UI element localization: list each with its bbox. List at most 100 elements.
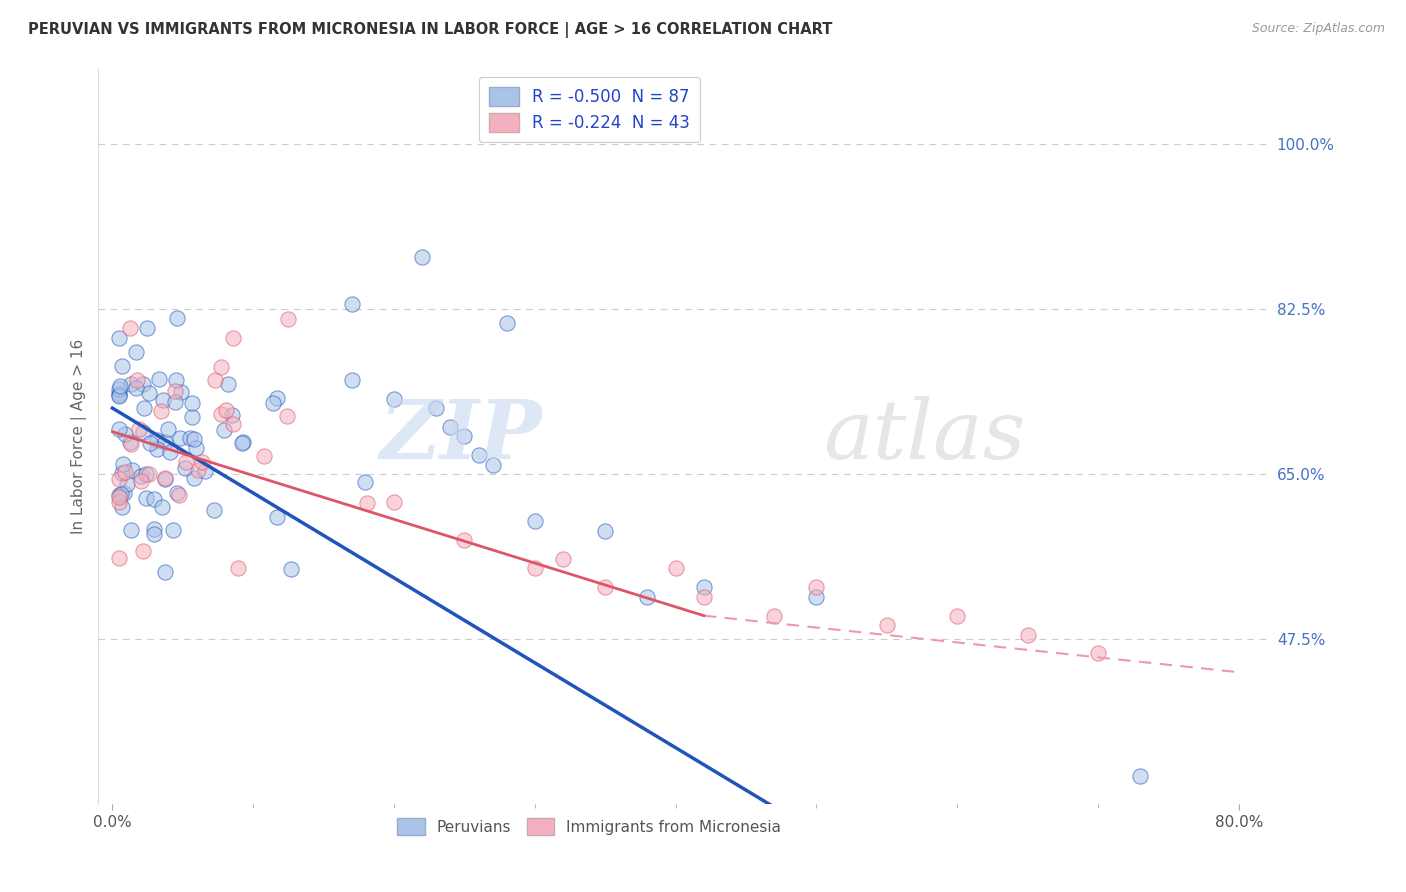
Text: PERUVIAN VS IMMIGRANTS FROM MICRONESIA IN LABOR FORCE | AGE > 16 CORRELATION CHA: PERUVIAN VS IMMIGRANTS FROM MICRONESIA I… [28, 22, 832, 38]
Point [166, 311, 188, 326]
Point [228, 561, 250, 575]
Point [1087, 646, 1109, 660]
Point [150, 404, 173, 418]
Point [108, 488, 131, 502]
Point [876, 618, 898, 632]
Point [138, 386, 160, 401]
Point [209, 359, 232, 374]
Point [150, 500, 173, 515]
Point [665, 561, 688, 575]
Point [146, 433, 169, 447]
Point [165, 384, 187, 399]
Point [204, 374, 226, 388]
Point [266, 509, 288, 524]
Point [593, 580, 616, 594]
Point [179, 431, 201, 445]
Point [551, 552, 574, 566]
Point [157, 421, 180, 435]
Point [162, 523, 184, 537]
Point [108, 551, 131, 566]
Point [194, 464, 217, 478]
Point [1129, 769, 1152, 783]
Point [183, 433, 205, 447]
Point [276, 409, 298, 424]
Point [129, 474, 152, 488]
Point [382, 392, 405, 406]
Point [108, 472, 131, 486]
Point [340, 297, 363, 311]
Point [252, 450, 274, 464]
Point [1017, 627, 1039, 641]
Point [108, 389, 131, 403]
Point [142, 491, 165, 506]
Point [183, 471, 205, 485]
Point [763, 608, 786, 623]
Point [593, 524, 616, 538]
Point [467, 448, 489, 462]
Point [114, 427, 136, 442]
Point [148, 372, 170, 386]
Point [280, 561, 302, 575]
Point [131, 544, 153, 558]
Point [152, 393, 174, 408]
Point [112, 486, 135, 500]
Point [806, 580, 828, 594]
Point [142, 522, 165, 536]
Point [125, 344, 148, 359]
Point [132, 401, 155, 415]
Text: Source: ZipAtlas.com: Source: ZipAtlas.com [1251, 22, 1385, 36]
Point [139, 436, 162, 450]
Point [222, 417, 245, 431]
Point [356, 496, 378, 510]
Point [180, 396, 202, 410]
Point [523, 514, 546, 528]
Point [187, 463, 209, 477]
Point [108, 422, 131, 436]
Point [262, 396, 284, 410]
Point [108, 494, 131, 508]
Point [221, 409, 243, 423]
Point [806, 590, 828, 604]
Point [169, 385, 191, 400]
Point [165, 373, 187, 387]
Y-axis label: In Labor Force | Age > 16: In Labor Force | Age > 16 [72, 339, 87, 534]
Point [353, 475, 375, 490]
Point [453, 429, 475, 443]
Point [382, 495, 405, 509]
Point [135, 467, 157, 482]
Point [132, 377, 155, 392]
Point [110, 486, 132, 500]
Point [143, 527, 166, 541]
Point [108, 383, 131, 397]
Text: atlas: atlas [823, 396, 1025, 476]
Point [111, 466, 134, 480]
Point [411, 250, 433, 264]
Point [120, 437, 142, 451]
Point [108, 490, 131, 504]
Point [163, 395, 186, 409]
Point [166, 486, 188, 500]
Point [128, 422, 150, 436]
Point [111, 457, 134, 471]
Point [693, 590, 716, 604]
Point [110, 378, 132, 392]
Point [138, 467, 160, 481]
Point [946, 608, 969, 623]
Point [173, 461, 195, 475]
Point [120, 377, 142, 392]
Point [108, 331, 131, 345]
Point [146, 442, 169, 456]
Point [215, 402, 238, 417]
Point [637, 590, 659, 604]
Point [167, 488, 190, 502]
Point [217, 376, 239, 391]
Point [153, 471, 176, 485]
Point [121, 462, 143, 476]
Point [340, 373, 363, 387]
Point [135, 491, 157, 505]
Point [118, 435, 141, 450]
Point [190, 455, 212, 469]
Point [481, 458, 503, 472]
Point [266, 391, 288, 405]
Point [232, 434, 254, 449]
